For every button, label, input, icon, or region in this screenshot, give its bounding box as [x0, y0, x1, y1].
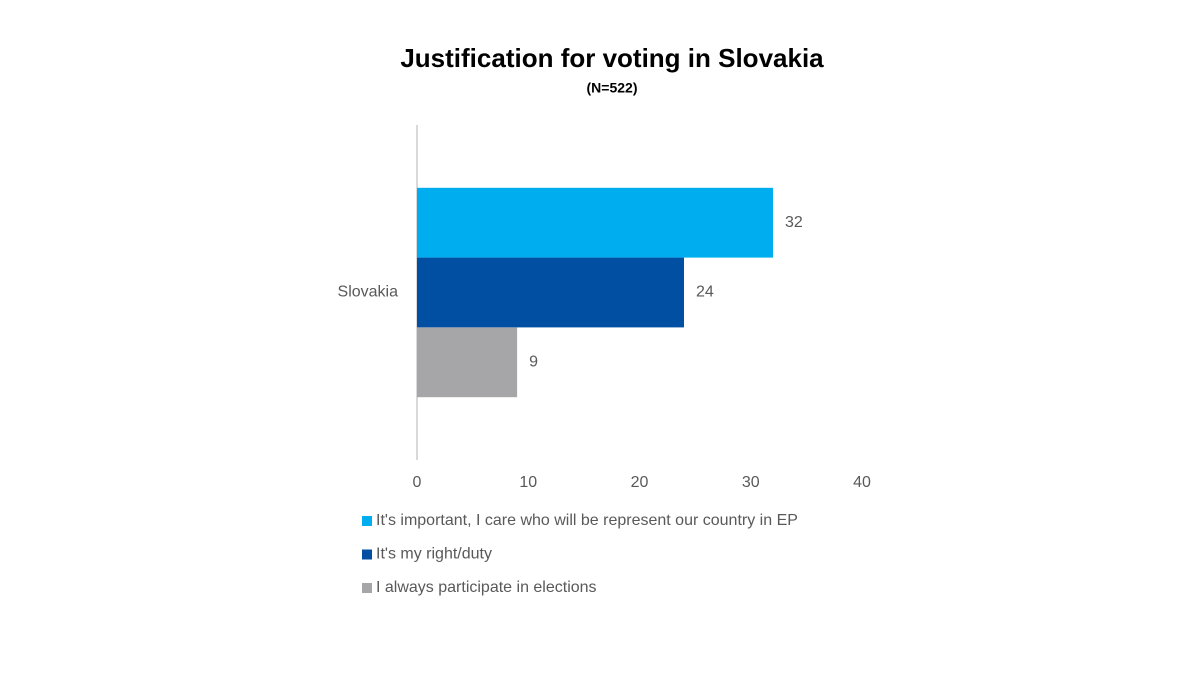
- bar: [417, 257, 684, 328]
- bar: [417, 327, 518, 398]
- legend-swatch: [362, 516, 372, 526]
- y-tick-label: Slovakia: [338, 284, 399, 301]
- value-label: 9: [529, 354, 538, 371]
- legend-swatch: [362, 583, 372, 593]
- legend-label: It's important, I care who will be repre…: [376, 512, 798, 529]
- value-label: 24: [696, 284, 714, 301]
- value-label: 32: [785, 214, 803, 231]
- legend-label: I always participate in elections: [376, 579, 597, 596]
- chart-subtitle: (N=522): [587, 80, 638, 96]
- x-tick-label: 30: [742, 474, 760, 491]
- x-tick-label: 40: [853, 474, 871, 491]
- x-tick-label: 0: [413, 474, 422, 491]
- legend-swatch: [362, 549, 372, 560]
- legend-label: It's my right/duty: [376, 546, 492, 563]
- x-tick-label: 20: [631, 474, 649, 491]
- x-tick-label: 10: [519, 474, 537, 491]
- bar: [417, 187, 773, 258]
- chart-title: Justification for voting in Slovakia: [400, 43, 824, 73]
